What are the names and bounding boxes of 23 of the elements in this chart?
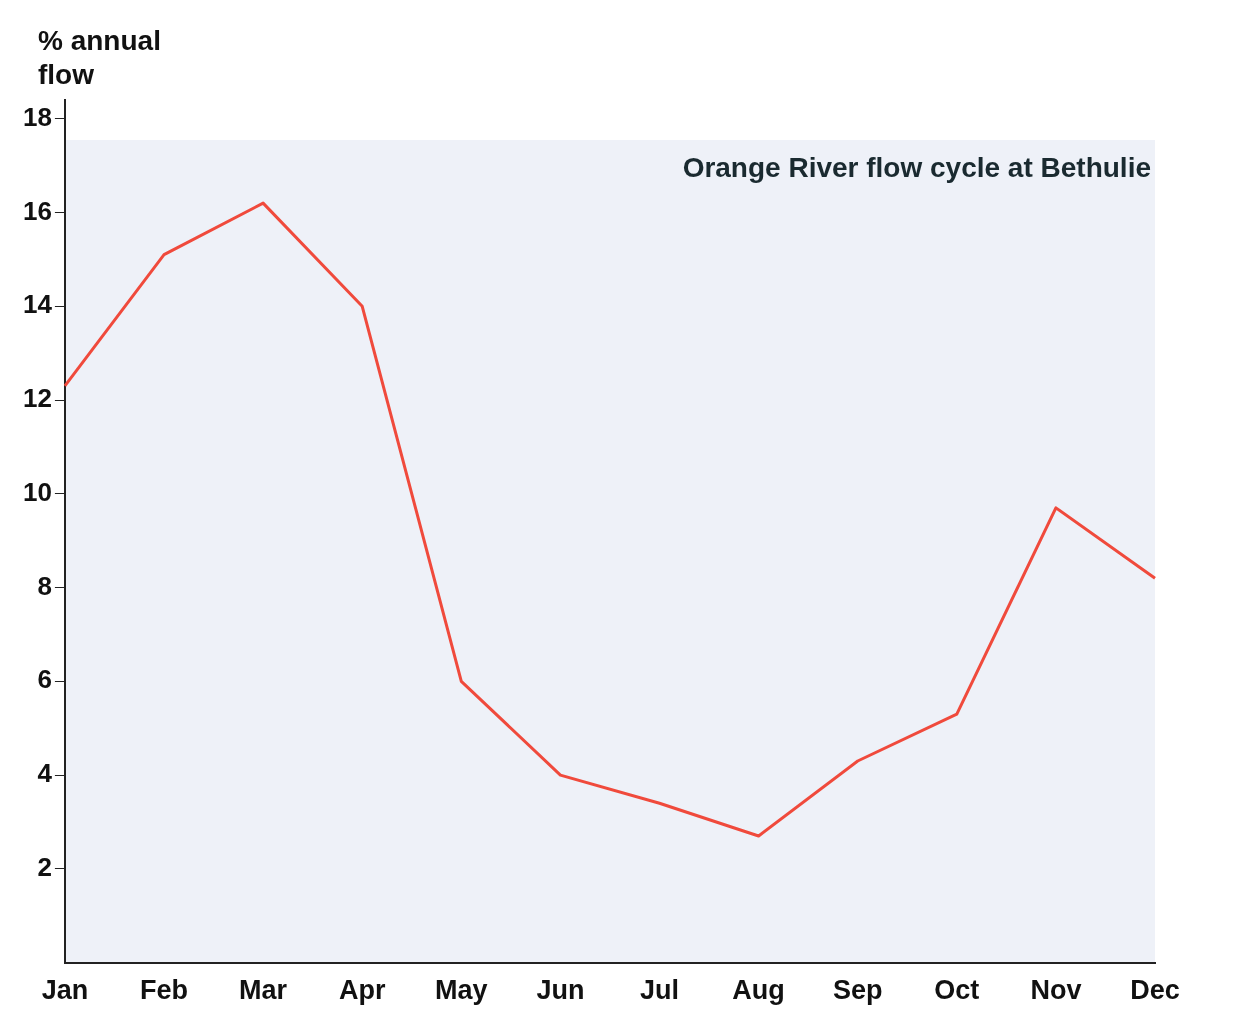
text: Orange River flow cycle at Bethulie	[682, 151, 1151, 183]
x-tick-label: Mar	[239, 975, 288, 1006]
y-axis-title: % annual flow	[38, 24, 161, 90]
x-tick-label: May	[435, 975, 488, 1006]
y-tick-label: 8	[37, 570, 52, 601]
x-tick-label: Oct	[934, 975, 980, 1006]
y-tick-label: 10	[23, 476, 52, 507]
x-tick-label: Nov	[1030, 975, 1082, 1006]
y-tick-label: 14	[23, 289, 53, 320]
y-tick-label: 2	[37, 852, 52, 883]
x-tick-label: Jul	[640, 975, 680, 1006]
x-tick-label: Dec	[1130, 975, 1180, 1006]
y-tick-label: 12	[23, 383, 52, 414]
x-tick-label: Feb	[140, 975, 189, 1006]
x-tick-label: Apr	[338, 975, 386, 1006]
x-tick-label: Sep	[832, 975, 883, 1006]
y-tick-label: 18	[23, 101, 52, 132]
x-tick-label: Aug	[732, 975, 785, 1006]
x-tick-label: Jan	[41, 975, 89, 1006]
y-tick-label: 16	[23, 195, 52, 226]
y-tick-label: 6	[37, 664, 52, 695]
x-tick-label: Jun	[536, 975, 585, 1006]
y-tick-label: 4	[37, 758, 53, 789]
